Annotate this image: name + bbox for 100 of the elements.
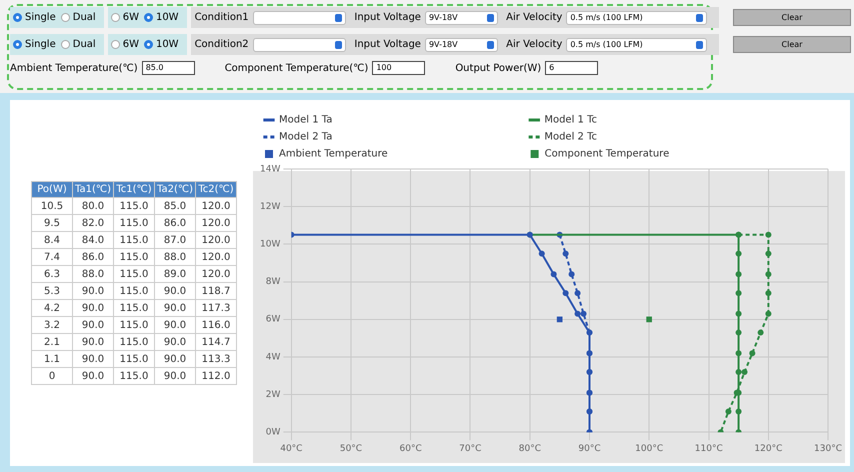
x-tick-label: 80°C — [518, 444, 541, 454]
text: 85.0 — [142, 61, 195, 75]
text: 0.5 m/s (100 LFM) — [570, 13, 643, 22]
text: 90.0 — [82, 354, 104, 364]
category-label: Tc1(℃) — [114, 182, 154, 198]
text: Condition2 — [194, 39, 249, 50]
text: 115.0 — [120, 354, 148, 364]
text: 9.5 — [44, 218, 60, 228]
legend-label: Model 1 Tc — [544, 114, 787, 126]
text: Condition1 — [194, 12, 249, 23]
text: 117.3 — [202, 302, 230, 314]
text: 115.0 — [120, 218, 148, 228]
category-label: Tc2(℃) — [196, 182, 236, 198]
text: 89.0 — [164, 268, 186, 280]
text: 85.0 — [164, 200, 186, 212]
legend-label: Ambient Temperature — [279, 148, 523, 160]
text: 90.0 — [164, 370, 186, 382]
y-tick-label: 8W — [266, 277, 280, 288]
text: 6W — [122, 39, 139, 50]
text: 120.0 — [202, 268, 230, 280]
text: Output Power(W) — [455, 62, 542, 74]
text: Ambient Temperature(℃) — [10, 62, 138, 74]
legend-label: Model 2 Ta — [279, 132, 522, 143]
y-tick-label: 2W — [266, 390, 280, 400]
text: Single — [24, 39, 56, 50]
text: 115.0 — [120, 252, 148, 262]
x-tick-label: 100°C — [635, 444, 664, 454]
x-tick-label: 70°C — [459, 444, 482, 454]
y-tick-label: 14W — [260, 164, 280, 174]
text: 9V-18V — [428, 40, 458, 49]
text: 5.3 — [44, 286, 60, 296]
text: 86.0 — [82, 252, 104, 262]
text: Air Velocity — [506, 12, 562, 23]
category-label: Ta1(℃) — [72, 182, 114, 198]
text: 120.0 — [202, 234, 230, 246]
x-tick-label: 90°C — [578, 444, 601, 454]
text: Component Temperature(℃) — [224, 62, 368, 74]
text: 6 — [545, 61, 598, 75]
text: 115.0 — [120, 234, 148, 246]
legend-label: Component Temperature — [544, 148, 790, 160]
text: 90.0 — [164, 354, 186, 364]
text: 4.2 — [44, 302, 60, 314]
category-label: Po(W) — [32, 182, 72, 198]
x-tick-label: 50°C — [340, 444, 362, 454]
text: 115.0 — [120, 336, 148, 348]
text: Input Voltage — [354, 12, 421, 23]
legend-label: Model 2 Tc — [544, 132, 787, 143]
text: 113.3 — [202, 354, 230, 364]
x-tick-label: 110°C — [694, 444, 723, 454]
text: 80.0 — [82, 200, 104, 212]
text: Dual — [72, 39, 96, 50]
text: 115.0 — [120, 200, 148, 212]
y-tick-label: 6W — [266, 314, 280, 325]
text: 0.5 m/s (100 LFM) — [570, 40, 643, 49]
y-tick-label: 10W — [260, 240, 280, 250]
text: 112.0 — [202, 370, 230, 382]
text: 3.2 — [44, 320, 60, 330]
text: 115.0 — [120, 370, 148, 382]
text: 90.0 — [82, 370, 104, 382]
text: 2.1 — [44, 336, 60, 348]
y-tick-label: 0W — [266, 428, 280, 438]
text: 118.7 — [202, 286, 230, 296]
text: Air Velocity — [506, 39, 562, 50]
x-tick-label: 60°C — [399, 444, 422, 454]
legend-label: Model 1 Ta — [279, 114, 522, 126]
text: Clear — [733, 9, 851, 26]
x-tick-label: 40°C — [280, 444, 302, 454]
text: 115.0 — [120, 286, 148, 296]
x-tick-label: 130°C — [814, 444, 842, 454]
text: Input Voltage — [354, 39, 421, 50]
text: 90.0 — [82, 286, 104, 296]
text: 120.0 — [202, 200, 230, 212]
text: 116.0 — [202, 320, 230, 330]
text: 90.0 — [164, 336, 186, 348]
text: 86.0 — [164, 218, 186, 228]
y-tick-label: 4W — [266, 352, 280, 362]
text: 90.0 — [82, 336, 104, 348]
text: 114.7 — [202, 336, 230, 348]
text: 1.1 — [44, 354, 60, 364]
text: 82.0 — [82, 218, 104, 228]
category-label: Ta2(℃) — [154, 182, 196, 198]
text: 90.0 — [164, 286, 186, 296]
text: Clear — [733, 36, 851, 53]
text: 9V-18V — [428, 13, 458, 22]
text: 90.0 — [82, 302, 104, 314]
text: 84.0 — [82, 234, 104, 246]
text: 10.5 — [40, 200, 64, 212]
x-tick-label: 120°C — [754, 444, 782, 454]
text: 115.0 — [120, 302, 148, 314]
text: 8.4 — [44, 234, 60, 246]
text: 6W — [122, 12, 139, 23]
text: 120.0 — [202, 218, 230, 228]
text: 90.0 — [164, 320, 186, 330]
text: 10W — [154, 12, 179, 23]
text: 115.0 — [120, 320, 148, 330]
text: 7.4 — [44, 252, 60, 262]
text: 87.0 — [164, 234, 186, 246]
text: Dual — [72, 12, 96, 23]
text: 100 — [372, 61, 426, 75]
text: 120.0 — [202, 252, 230, 262]
